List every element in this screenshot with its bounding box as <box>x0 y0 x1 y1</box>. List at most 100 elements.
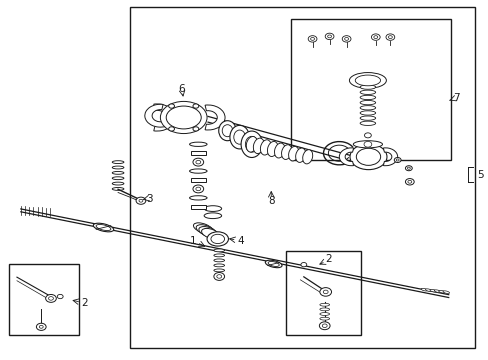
Circle shape <box>310 37 314 40</box>
Circle shape <box>193 127 199 131</box>
Circle shape <box>216 275 221 278</box>
Ellipse shape <box>265 260 282 268</box>
Text: 3: 3 <box>146 194 153 203</box>
Circle shape <box>45 294 56 302</box>
Circle shape <box>168 104 174 108</box>
Ellipse shape <box>166 106 201 129</box>
Ellipse shape <box>160 102 206 134</box>
Circle shape <box>325 33 333 40</box>
Circle shape <box>193 185 203 193</box>
Bar <box>190 205 205 208</box>
Circle shape <box>373 36 377 39</box>
Wedge shape <box>153 104 175 131</box>
Ellipse shape <box>112 177 123 180</box>
Circle shape <box>213 273 224 280</box>
Circle shape <box>393 157 400 162</box>
Circle shape <box>407 180 411 183</box>
Circle shape <box>322 324 326 328</box>
Circle shape <box>327 35 331 38</box>
Circle shape <box>395 159 398 161</box>
Circle shape <box>300 262 306 267</box>
Circle shape <box>36 323 46 330</box>
Ellipse shape <box>233 130 245 144</box>
Ellipse shape <box>245 136 258 152</box>
Circle shape <box>387 36 391 39</box>
Text: 1: 1 <box>190 236 196 246</box>
Circle shape <box>342 36 350 42</box>
Circle shape <box>319 322 329 330</box>
Circle shape <box>385 34 394 40</box>
Circle shape <box>193 104 199 108</box>
Ellipse shape <box>267 141 278 157</box>
Ellipse shape <box>281 145 291 159</box>
Ellipse shape <box>429 289 435 292</box>
Ellipse shape <box>274 143 285 158</box>
Ellipse shape <box>210 234 224 244</box>
Circle shape <box>39 325 43 328</box>
Circle shape <box>136 197 145 204</box>
Circle shape <box>48 297 53 300</box>
Text: 6: 6 <box>178 84 184 94</box>
Ellipse shape <box>302 150 312 164</box>
Ellipse shape <box>246 136 257 152</box>
Ellipse shape <box>359 105 375 110</box>
Ellipse shape <box>359 90 375 94</box>
Ellipse shape <box>112 161 123 163</box>
Ellipse shape <box>319 317 329 320</box>
Ellipse shape <box>213 269 224 272</box>
Circle shape <box>407 167 409 169</box>
Ellipse shape <box>201 229 219 239</box>
Ellipse shape <box>319 303 329 306</box>
Bar <box>190 152 205 155</box>
Ellipse shape <box>213 254 224 257</box>
Circle shape <box>319 288 331 296</box>
Ellipse shape <box>189 142 206 147</box>
Ellipse shape <box>213 259 224 262</box>
Ellipse shape <box>112 182 123 185</box>
Circle shape <box>196 160 201 164</box>
Ellipse shape <box>295 148 305 162</box>
Ellipse shape <box>222 125 232 137</box>
Ellipse shape <box>442 291 448 293</box>
Wedge shape <box>144 104 165 127</box>
Ellipse shape <box>112 171 123 174</box>
Circle shape <box>307 36 316 42</box>
Ellipse shape <box>433 290 440 292</box>
Ellipse shape <box>353 141 382 148</box>
Ellipse shape <box>213 249 224 252</box>
Ellipse shape <box>349 144 386 170</box>
Ellipse shape <box>199 226 217 237</box>
Circle shape <box>364 133 370 138</box>
Ellipse shape <box>260 140 270 155</box>
Ellipse shape <box>349 73 386 88</box>
Text: 2: 2 <box>81 298 88 308</box>
Circle shape <box>363 141 371 147</box>
Circle shape <box>323 290 327 294</box>
Ellipse shape <box>359 121 375 125</box>
Circle shape <box>139 199 142 202</box>
Ellipse shape <box>193 223 212 234</box>
Circle shape <box>371 34 379 40</box>
Text: 5: 5 <box>476 170 483 180</box>
Bar <box>9 264 79 336</box>
Ellipse shape <box>359 95 375 100</box>
Ellipse shape <box>438 291 444 293</box>
Circle shape <box>193 158 203 166</box>
Ellipse shape <box>288 147 298 161</box>
Bar <box>190 178 205 182</box>
Ellipse shape <box>112 166 123 169</box>
Ellipse shape <box>359 100 375 105</box>
Ellipse shape <box>203 206 221 211</box>
Bar <box>130 7 474 348</box>
Ellipse shape <box>267 261 279 266</box>
Circle shape <box>344 37 348 40</box>
Ellipse shape <box>355 75 380 86</box>
Text: 8: 8 <box>267 197 274 206</box>
Ellipse shape <box>420 288 427 291</box>
Ellipse shape <box>359 85 375 89</box>
Ellipse shape <box>196 225 215 235</box>
Ellipse shape <box>359 116 375 120</box>
Ellipse shape <box>359 111 375 115</box>
Circle shape <box>57 294 63 299</box>
Ellipse shape <box>213 264 224 267</box>
